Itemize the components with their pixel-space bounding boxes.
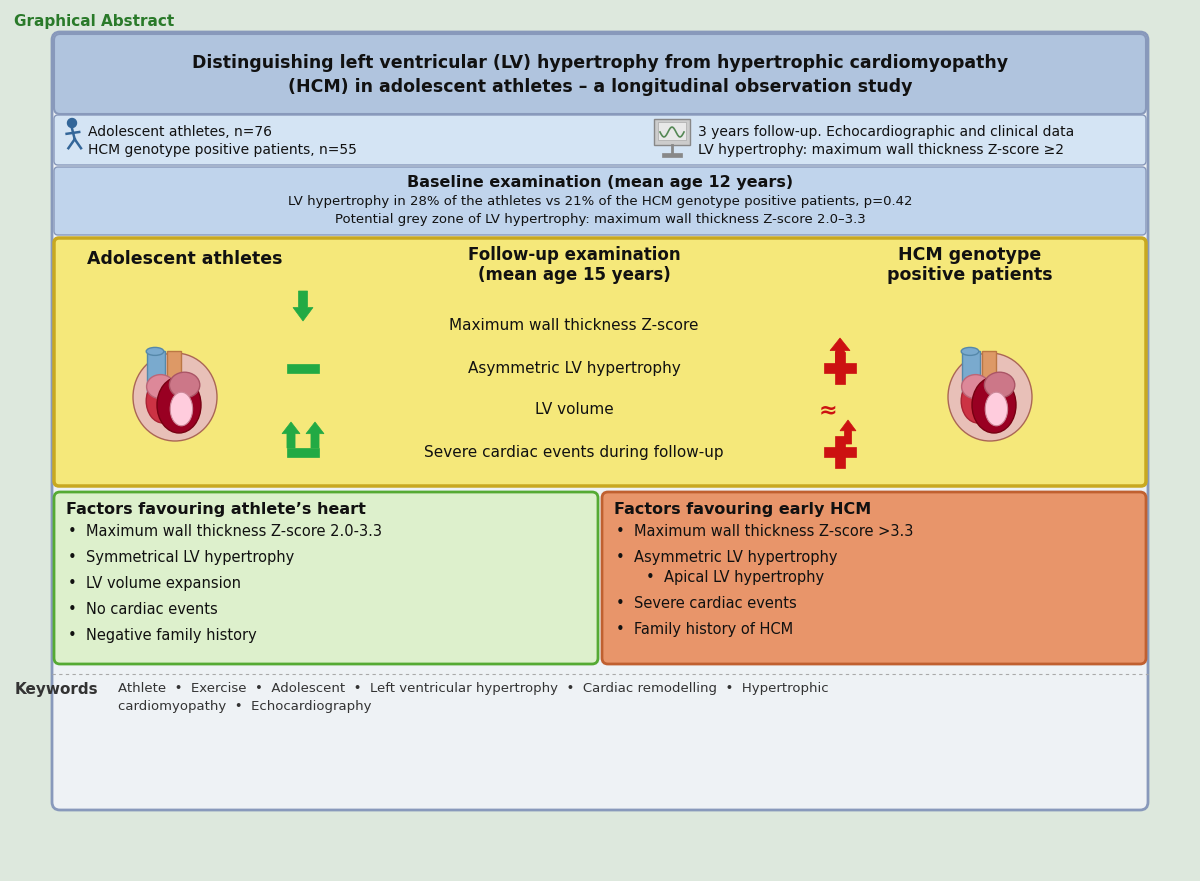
Ellipse shape: [169, 372, 199, 398]
Text: Potential grey zone of LV hypertrophy: maximum wall thickness Z-score 2.0–3.3: Potential grey zone of LV hypertrophy: m…: [335, 213, 865, 226]
Text: •  Asymmetric LV hypertrophy: • Asymmetric LV hypertrophy: [616, 550, 838, 565]
Ellipse shape: [948, 353, 1032, 441]
Bar: [982, 352, 996, 381]
Text: Baseline examination (mean age 12 years): Baseline examination (mean age 12 years): [407, 175, 793, 190]
Text: •  Maximum wall thickness Z-score >3.3: • Maximum wall thickness Z-score >3.3: [616, 524, 913, 539]
Text: Factors favouring athlete’s heart: Factors favouring athlete’s heart: [66, 502, 366, 517]
Ellipse shape: [961, 374, 990, 398]
Text: HCM genotype: HCM genotype: [899, 246, 1042, 264]
Text: (HCM) in adolescent athletes – a longitudinal observation study: (HCM) in adolescent athletes – a longitu…: [288, 78, 912, 96]
Bar: [658, 122, 686, 140]
Circle shape: [67, 119, 77, 128]
Ellipse shape: [170, 392, 193, 426]
Text: Factors favouring early HCM: Factors favouring early HCM: [614, 502, 871, 517]
Text: Distinguishing left ventricular (LV) hypertrophy from hypertrophic cardiomyopath: Distinguishing left ventricular (LV) hyp…: [192, 54, 1008, 72]
Text: LV hypertrophy: maximum wall thickness Z-score ≥2: LV hypertrophy: maximum wall thickness Z…: [698, 143, 1064, 157]
Text: Graphical Abstract: Graphical Abstract: [14, 14, 174, 29]
Text: Follow-up examination: Follow-up examination: [468, 246, 680, 264]
Bar: [148, 352, 164, 396]
Text: Adolescent athletes, n=76: Adolescent athletes, n=76: [88, 125, 272, 139]
Text: •  Family history of HCM: • Family history of HCM: [616, 622, 793, 637]
Polygon shape: [840, 420, 856, 444]
FancyBboxPatch shape: [54, 115, 1146, 165]
Ellipse shape: [133, 353, 217, 441]
Bar: [287, 448, 319, 456]
Polygon shape: [306, 422, 324, 448]
Text: Maximum wall thickness Z-score: Maximum wall thickness Z-score: [449, 319, 698, 334]
Ellipse shape: [961, 347, 979, 355]
Text: 3 years follow-up. Echocardiographic and clinical data: 3 years follow-up. Echocardiographic and…: [698, 125, 1074, 139]
Text: •  Symmetrical LV hypertrophy: • Symmetrical LV hypertrophy: [68, 550, 294, 565]
Text: ≈: ≈: [818, 400, 838, 420]
Text: •  Apical LV hypertrophy: • Apical LV hypertrophy: [646, 570, 824, 585]
Bar: [835, 352, 845, 384]
Text: Adolescent athletes: Adolescent athletes: [88, 250, 283, 268]
Ellipse shape: [972, 377, 1016, 433]
Bar: [835, 436, 845, 468]
Polygon shape: [282, 422, 300, 448]
Text: Asymmetric LV hypertrophy: Asymmetric LV hypertrophy: [468, 360, 680, 375]
Text: •  LV volume expansion: • LV volume expansion: [68, 576, 241, 591]
FancyBboxPatch shape: [54, 167, 1146, 235]
Bar: [287, 364, 319, 373]
Text: Athlete  •  Exercise  •  Adolescent  •  Left ventricular hypertrophy  •  Cardiac: Athlete • Exercise • Adolescent • Left v…: [118, 682, 829, 695]
FancyBboxPatch shape: [602, 492, 1146, 664]
Text: HCM genotype positive patients, n=55: HCM genotype positive patients, n=55: [88, 143, 356, 157]
Bar: [824, 447, 856, 457]
Text: LV volume: LV volume: [535, 403, 613, 418]
Text: •  Maximum wall thickness Z-score 2.0-3.3: • Maximum wall thickness Z-score 2.0-3.3: [68, 524, 382, 539]
Text: •  Negative family history: • Negative family history: [68, 628, 257, 643]
FancyBboxPatch shape: [54, 238, 1146, 486]
Bar: [167, 352, 181, 381]
Text: (mean age 15 years): (mean age 15 years): [478, 266, 671, 284]
Text: •  Severe cardiac events: • Severe cardiac events: [616, 596, 797, 611]
Ellipse shape: [961, 379, 995, 423]
Ellipse shape: [146, 374, 175, 398]
Bar: [962, 352, 979, 396]
Text: positive patients: positive patients: [887, 266, 1052, 284]
Text: cardiomyopathy  •  Echocardiography: cardiomyopathy • Echocardiography: [118, 700, 372, 713]
FancyBboxPatch shape: [52, 32, 1148, 810]
Text: •  No cardiac events: • No cardiac events: [68, 602, 217, 617]
Ellipse shape: [146, 379, 180, 423]
Bar: [662, 153, 682, 157]
Ellipse shape: [157, 377, 202, 433]
Text: LV hypertrophy in 28% of the athletes vs 21% of the HCM genotype positive patien: LV hypertrophy in 28% of the athletes vs…: [288, 195, 912, 208]
Bar: [824, 363, 856, 373]
Text: Severe cardiac events during follow-up: Severe cardiac events during follow-up: [424, 445, 724, 460]
Polygon shape: [293, 291, 313, 321]
Ellipse shape: [984, 372, 1015, 398]
Ellipse shape: [985, 392, 1008, 426]
FancyBboxPatch shape: [54, 492, 598, 664]
FancyBboxPatch shape: [54, 34, 1146, 114]
Ellipse shape: [146, 347, 163, 355]
Text: Keywords: Keywords: [14, 682, 98, 697]
Bar: [654, 119, 690, 145]
Polygon shape: [830, 338, 850, 366]
